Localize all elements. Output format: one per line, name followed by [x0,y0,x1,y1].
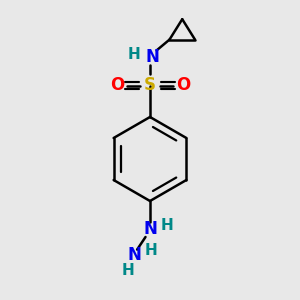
Text: O: O [176,76,190,94]
Text: H: H [145,243,157,258]
Text: N: N [146,48,159,66]
Text: S: S [144,76,156,94]
Text: H: H [122,263,134,278]
Text: H: H [161,218,174,232]
Text: N: N [144,220,158,238]
Text: O: O [110,76,124,94]
Text: N: N [128,246,141,264]
Text: H: H [128,46,141,62]
